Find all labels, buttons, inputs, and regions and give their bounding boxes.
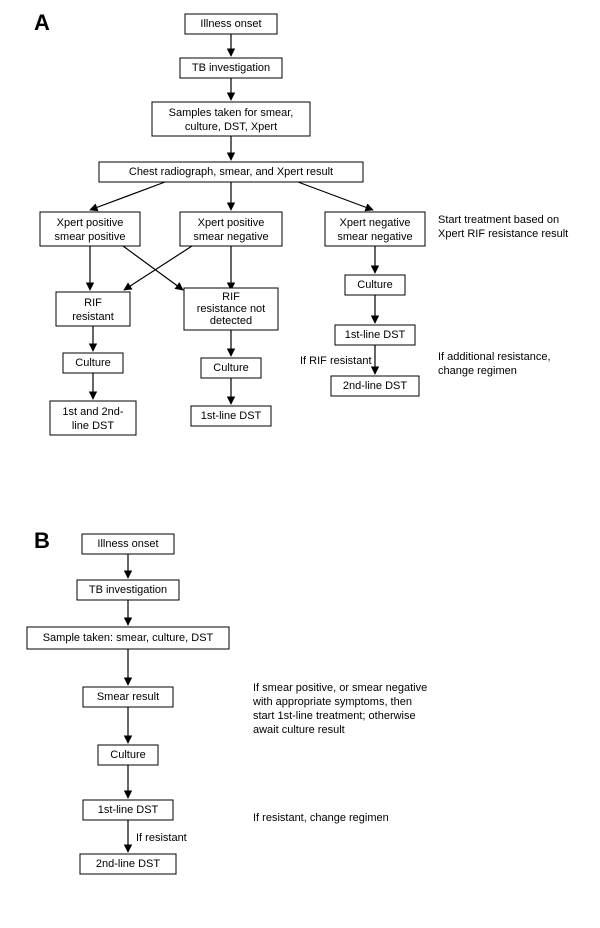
- txt-a-xn-sn1: Xpert negative: [340, 217, 411, 229]
- txt-a-rif-res2: resistant: [72, 311, 114, 323]
- txt-a-dst1-r: 1st-line DST: [345, 329, 406, 341]
- txt-a-ifadd1: If additional resistance,: [438, 351, 551, 363]
- txt-a-dst2-r: 2nd-line DST: [343, 380, 407, 392]
- txt-a-xp-pos1: Xpert positive: [57, 217, 124, 229]
- txt-b-smear-s3: start 1st-line treatment; otherwise: [253, 710, 416, 722]
- arrow: [123, 246, 183, 290]
- txt-a-xp-neg1: Xpert positive: [198, 217, 265, 229]
- txt-b-smear-s2: with appropriate symptoms, then: [252, 696, 412, 708]
- arrow: [90, 182, 165, 210]
- txt-a-rif-nd2: resistance not: [197, 303, 265, 315]
- txt-a-xp-pos2: smear positive: [55, 231, 126, 243]
- arrow: [124, 246, 192, 290]
- txt-a-dst12-1: 1st and 2nd-: [62, 406, 123, 418]
- txt-b-ifres-edge: If resistant: [136, 832, 187, 844]
- panel-b-label: B: [34, 528, 50, 553]
- txt-a-culture-l: Culture: [75, 357, 110, 369]
- txt-a-ifadd2: change regimen: [438, 365, 517, 377]
- txt-a-rif-res1: RIF: [84, 297, 102, 309]
- txt-a-rif-nd1: RIF: [222, 291, 240, 303]
- txt-b-culture: Culture: [110, 749, 145, 761]
- txt-a-dst1-m: 1st-line DST: [201, 410, 262, 422]
- txt-a-tbinv: TB investigation: [192, 62, 270, 74]
- txt-a-samples1: Samples taken for smear,: [169, 107, 294, 119]
- txt-a-samples2: culture, DST, Xpert: [185, 121, 277, 133]
- txt-a-start2: Xpert RIF resistance result: [438, 228, 568, 240]
- txt-a-dst12-2: line DST: [72, 420, 114, 432]
- txt-a-culture-r: Culture: [357, 279, 392, 291]
- panel-a-label: A: [34, 10, 50, 35]
- txt-b-illness: Illness onset: [97, 538, 158, 550]
- txt-b-dst2: 2nd-line DST: [96, 858, 160, 870]
- txt-b-smear-s1: If smear positive, or smear negative: [253, 682, 427, 694]
- txt-b-smear: Smear result: [97, 691, 159, 703]
- txt-a-xp-neg2: smear negative: [193, 231, 268, 243]
- txt-a-chest: Chest radiograph, smear, and Xpert resul…: [129, 166, 333, 178]
- txt-b-smear-s4: await culture result: [253, 724, 345, 736]
- txt-a-illness: Illness onset: [200, 18, 261, 30]
- txt-b-sample: Sample taken: smear, culture, DST: [43, 632, 214, 644]
- txt-a-culture-m: Culture: [213, 362, 248, 374]
- txt-a-ifrif: If RIF resistant: [300, 355, 372, 367]
- txt-b-tbinv: TB investigation: [89, 584, 167, 596]
- txt-b-ifres-side: If resistant, change regimen: [253, 812, 389, 824]
- txt-a-start1: Start treatment based on: [438, 214, 559, 226]
- txt-a-rif-nd3: detected: [210, 315, 252, 327]
- txt-b-dst1: 1st-line DST: [98, 804, 159, 816]
- txt-a-xn-sn2: smear negative: [337, 231, 412, 243]
- arrow: [298, 182, 373, 210]
